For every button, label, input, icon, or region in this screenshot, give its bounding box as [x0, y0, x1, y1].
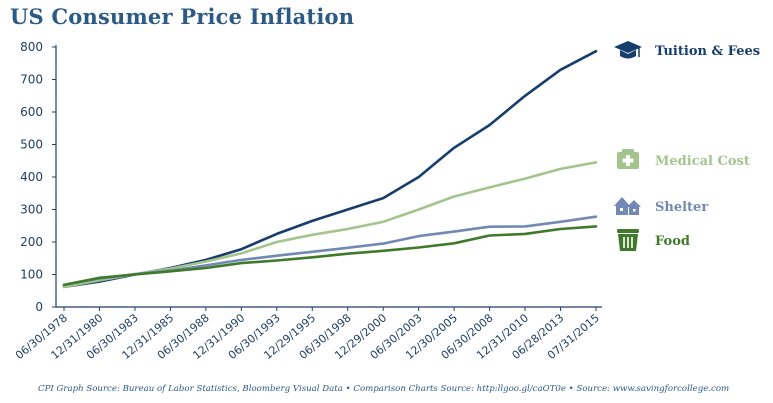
house-icon — [614, 197, 641, 215]
food-bin-icon — [617, 229, 639, 251]
chart-title: US Consumer Price Inflation — [10, 4, 355, 29]
y-tick-label: 0 — [35, 300, 43, 314]
series-lines — [62, 49, 598, 289]
graduation-cap-icon — [614, 41, 642, 59]
y-tick-label: 600 — [20, 105, 43, 119]
legend-item-medical-cost: Medical Cost — [617, 149, 750, 169]
y-tick-label: 300 — [20, 203, 43, 217]
x-axis-ticks: 06/30/197812/31/198006/30/198312/31/1985… — [13, 307, 602, 362]
y-axis-ticks: 0 100 200 300 400 500 600 700 800 — [20, 40, 56, 314]
legend-item-tuition-fees: Tuition & Fees — [614, 41, 760, 59]
legend-item-food: Food — [617, 229, 690, 251]
chart-axes — [55, 45, 602, 308]
legend-label: Tuition & Fees — [655, 44, 760, 59]
series-line-food — [62, 225, 598, 287]
y-tick-label: 200 — [20, 235, 43, 249]
y-tick-label: 100 — [20, 268, 43, 282]
source-note: CPI Graph Source: Bureau of Labor Statis… — [38, 384, 730, 394]
y-tick-label: 500 — [20, 138, 43, 152]
y-tick-label: 800 — [20, 40, 43, 54]
y-tick-label: 700 — [20, 73, 43, 87]
series-line-medical-cost — [62, 161, 598, 289]
legend-item-shelter: Shelter — [614, 197, 708, 215]
series-line-tuition-fees — [62, 49, 598, 289]
y-tick-label: 400 — [20, 170, 43, 184]
legend-label: Food — [655, 234, 690, 249]
legend-label: Medical Cost — [655, 154, 750, 169]
medical-kit-icon — [617, 149, 639, 169]
legend-label: Shelter — [655, 200, 708, 215]
chart-legend: Tuition & Fees Medical Cost Shelter Food — [614, 41, 760, 251]
